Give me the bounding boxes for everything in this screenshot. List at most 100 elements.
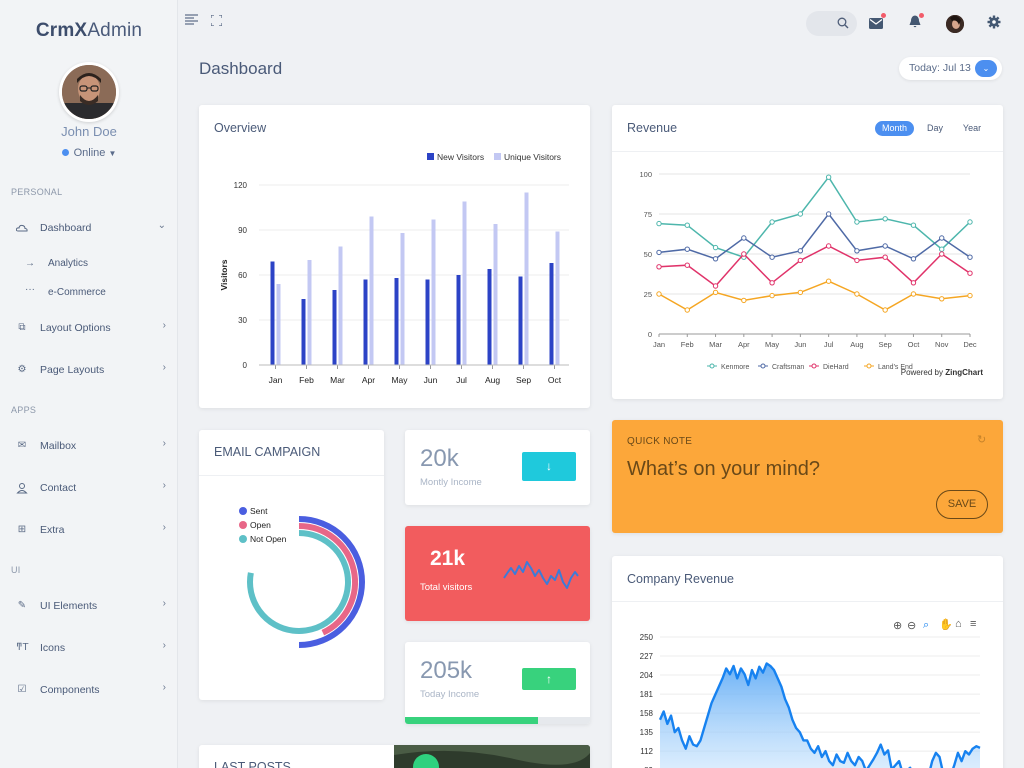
user-avatar-small[interactable] (946, 15, 964, 33)
x-tick-label: Jul (456, 375, 467, 385)
brand-logo[interactable]: CrmXAdmin (35, 20, 143, 41)
legend-marker (709, 363, 715, 369)
gear-icon[interactable] (987, 15, 1001, 34)
zoom-in-icon[interactable]: ⊕ (893, 620, 903, 632)
post-image[interactable] (394, 745, 590, 768)
revenue-chart: 0 25 50 75 100 Jan Feb Mar Apr May Jun Jul Aug Sep Oct… (639, 170, 976, 371)
pan-hand-icon[interactable]: ✋ (939, 619, 953, 631)
avatar[interactable] (59, 62, 119, 122)
stat-value: 20k (420, 445, 459, 472)
mail-icon[interactable] (869, 13, 886, 34)
bell-icon[interactable] (909, 13, 924, 33)
chevron-down-icon[interactable]: ⌄ (975, 60, 997, 77)
x-tick-label: Jun (424, 375, 438, 385)
series-line (658, 175, 971, 259)
data-point (684, 246, 690, 252)
data-point (797, 211, 804, 217)
overview-chart: 0 30 60 90 120 Visitors Jan Feb Mar Apr May Jun Jul A… (219, 152, 569, 385)
card-title: Overview (214, 121, 267, 135)
legend-swatch (427, 153, 434, 160)
card-title: Company Revenue (627, 572, 735, 586)
y-tick-label: 250 (640, 633, 654, 642)
caret-down-icon: ▼ (108, 149, 117, 158)
sidebar-item-contact[interactable]: Contact › (16, 479, 166, 499)
chevron-right-icon: › (162, 640, 166, 651)
data-point (656, 264, 662, 270)
sidebar-item-label: e-Commerce (48, 287, 106, 298)
zoom-out-icon[interactable]: ⊖ (907, 620, 917, 632)
data-point (825, 211, 832, 217)
menu-icon[interactable]: ≡ (970, 618, 977, 630)
x-tick-label: Sep (516, 375, 531, 385)
x-tick-label: Feb (299, 375, 314, 385)
status-label: Online (73, 147, 106, 159)
toggle-month[interactable]: Month (875, 121, 914, 136)
arrow-up-button[interactable]: ↑ (522, 668, 576, 690)
y-tick-label: 75 (644, 210, 652, 219)
menu-toggle-icon[interactable] (185, 12, 198, 28)
search-zoom-icon[interactable]: ⌕ (923, 619, 930, 631)
user-status-dropdown[interactable]: Online ▼ (0, 147, 178, 159)
data-point (939, 251, 945, 257)
quick-note-card: QUICK NOTE ↻ What’s on your mind? SAVE (612, 420, 1003, 533)
area-line (658, 662, 981, 768)
data-point (910, 256, 917, 262)
chevron-down-icon: ⌄ (157, 220, 166, 231)
legend-marker (811, 363, 817, 369)
chevron-right-icon: › (162, 598, 166, 609)
toggle-year[interactable]: Year (962, 123, 982, 133)
settings-icon: ⚙ (17, 364, 27, 375)
save-button[interactable]: SAVE (936, 490, 988, 519)
data-point (769, 292, 775, 299)
sidebar-item-layout-options[interactable]: ⧉ Layout Options › (16, 319, 166, 339)
section-apps: APPS (11, 405, 37, 415)
stat-label: Montly Income (420, 477, 482, 488)
sidebar-item-ui-elements[interactable]: ✎ UI Elements › (16, 597, 166, 617)
data-point (939, 235, 945, 241)
sidebar-item-analytics[interactable]: → Analytics (16, 255, 166, 275)
divider (199, 475, 384, 476)
arrow-up-icon: ↑ (546, 672, 552, 686)
x-tick-label: Jan (653, 340, 665, 349)
legend-label: Craftsman (772, 364, 804, 371)
quick-note-input[interactable]: What’s on your mind? (627, 458, 821, 480)
home-icon[interactable]: ⌂ (955, 618, 962, 630)
fullscreen-icon[interactable] (210, 13, 223, 29)
sidebar-item-extra[interactable]: ⊞ Extra › (16, 521, 166, 541)
legend-marker (760, 363, 766, 369)
card-title: Revenue (627, 121, 678, 135)
sidebar-item-mailbox[interactable]: ✉ Mailbox › (16, 437, 166, 457)
sidebar-item-page-layouts[interactable]: ⚙ Page Layouts › (16, 361, 166, 381)
date-picker[interactable]: Today: Jul 13 ⌄ (899, 57, 1002, 80)
refresh-icon[interactable]: ↻ (977, 434, 987, 446)
legend-label: Land's End (878, 364, 913, 371)
stat-value: 21k (430, 547, 466, 570)
data-point (769, 254, 775, 260)
sidebar-item-dashboard[interactable]: Dashboard ⌄ (15, 219, 166, 239)
data-point (910, 280, 917, 286)
arrow-down-button[interactable]: ↓ (522, 452, 576, 481)
sidebar-item-label: Dashboard (40, 222, 92, 234)
x-tick-label: Mar (330, 375, 345, 385)
toggle-day[interactable]: Day (926, 123, 943, 133)
data-point (712, 289, 719, 296)
x-tick-label: Nov (935, 340, 949, 349)
email-campaign-card: EMAIL CAMPAIGN Sent Open Not Open (199, 430, 384, 700)
search-box[interactable] (806, 11, 857, 36)
grid-icon: ⊞ (17, 524, 27, 535)
progress-track (405, 717, 590, 724)
sidebar-item-icons[interactable]: ͳT Icons › (16, 639, 166, 659)
data-point (797, 289, 804, 296)
area-fill (660, 663, 980, 768)
section-personal: PERSONAL (11, 187, 63, 197)
sidebar-item-ecommerce[interactable]: ··· e-Commerce (16, 284, 166, 304)
data-point (741, 297, 747, 304)
powered-by[interactable]: Powered by ZingChart (900, 368, 983, 377)
ring-open (298, 523, 358, 636)
sidebar-item-components[interactable]: ☑ Components › (16, 681, 166, 701)
y-tick-label: 135 (640, 728, 654, 737)
data-point (967, 219, 973, 225)
y-tick-label: 120 (234, 181, 248, 190)
legend-label: Sent (250, 506, 268, 516)
monthly-income-card: 20k Montly Income ↓ (405, 430, 590, 505)
